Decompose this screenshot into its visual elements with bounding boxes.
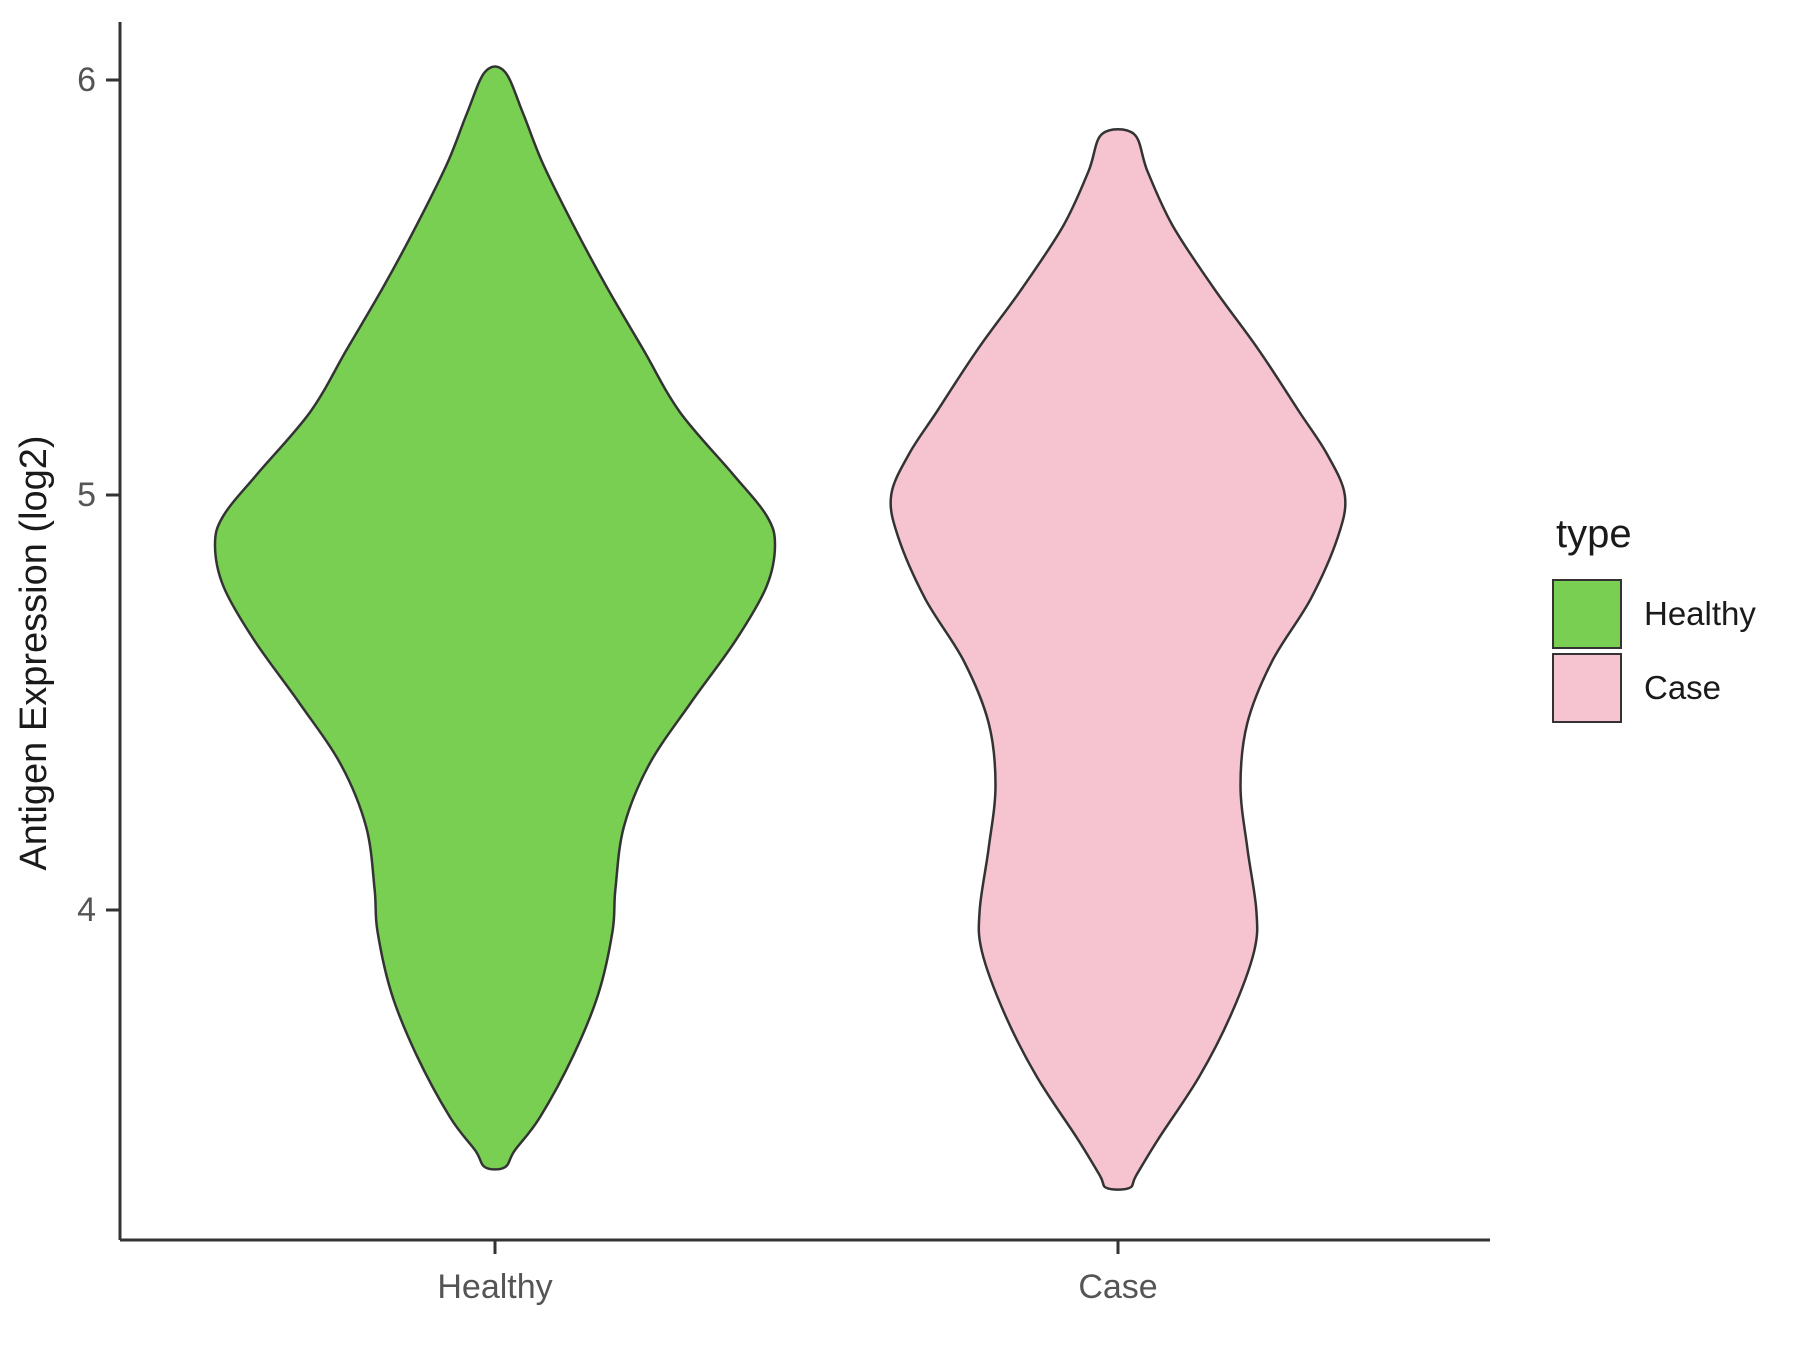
y-axis-title: Antigen Expression (log2)	[13, 435, 55, 870]
y-tick-label-6: 6	[77, 61, 96, 99]
legend-entry-healthy: Healthy	[1552, 579, 1756, 649]
legend-label-healthy: Healthy	[1644, 595, 1756, 632]
legend-title: type	[1556, 512, 1632, 556]
y-tick-label-4: 4	[77, 891, 96, 929]
x-category-label-healthy: Healthy	[437, 1268, 552, 1306]
legend-swatch-healthy	[1552, 579, 1622, 649]
violin-case	[889, 128, 1347, 1191]
y-tick-label-5: 5	[77, 476, 96, 514]
x-category-label-case: Case	[1078, 1268, 1157, 1306]
legend: type Healthy Case	[1552, 512, 1756, 727]
violin-healthy	[213, 65, 777, 1171]
legend-swatch-case	[1552, 653, 1622, 723]
legend-label-case: Case	[1644, 669, 1722, 706]
legend-entry-case: Case	[1552, 653, 1756, 723]
